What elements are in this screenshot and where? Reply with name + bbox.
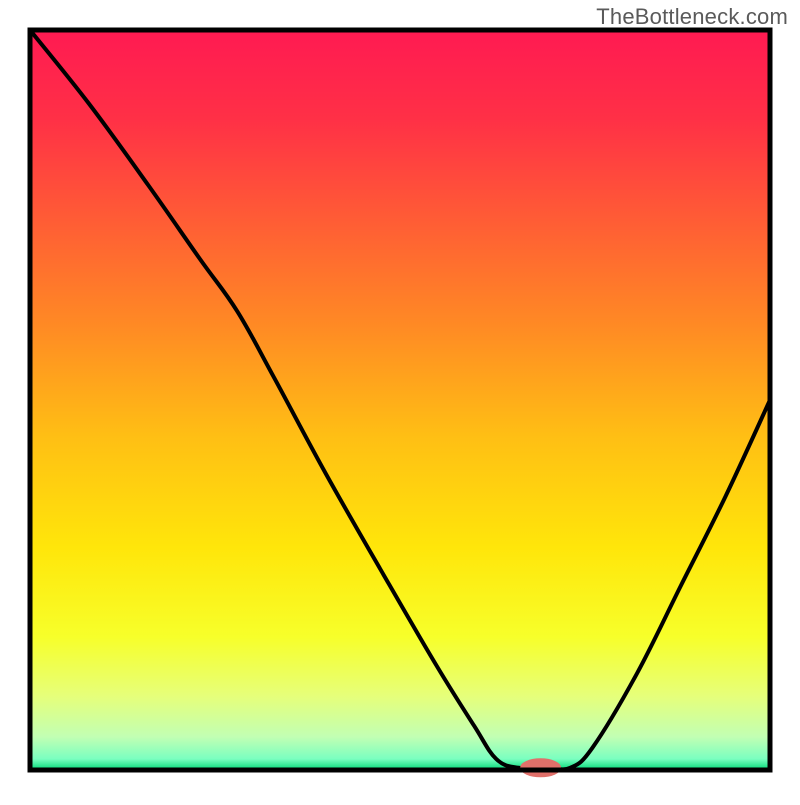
chart-container: TheBottleneck.com: [0, 0, 800, 800]
watermark: TheBottleneck.com: [596, 4, 788, 30]
bottleneck-chart: [0, 0, 800, 800]
chart-background: [30, 30, 770, 770]
